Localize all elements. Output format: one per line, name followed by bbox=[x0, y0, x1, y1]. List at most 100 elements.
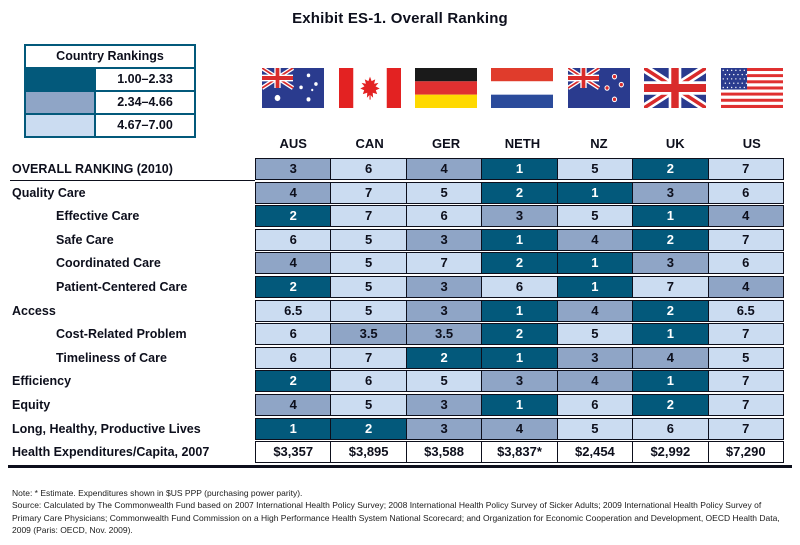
rank-cell: 3 bbox=[405, 393, 483, 416]
table-row: Cost-Related Problem 6 3.5 3.5 2 5 1 7 bbox=[8, 323, 792, 346]
footnotes: Note: * Estimate. Expenditures shown in … bbox=[12, 487, 790, 536]
row-label: Efficiency bbox=[12, 374, 72, 389]
rank-cell: 1 bbox=[632, 370, 709, 393]
table-row: Efficiency 2 6 5 3 4 1 7 bbox=[8, 370, 792, 393]
table-row: Timeliness of Care 6 7 2 1 3 4 5 bbox=[8, 346, 792, 369]
rank-cell: 3 bbox=[405, 417, 483, 440]
legend-band-row: 2.34–4.66 bbox=[26, 92, 194, 115]
row-label: Access bbox=[12, 303, 56, 318]
rank-cell: 4 bbox=[255, 181, 332, 204]
legend-title: Country Rankings bbox=[26, 46, 194, 69]
table-row: Access 6.5 5 3 1 4 2 6.5 bbox=[8, 299, 792, 322]
legend-band-label: 2.34–4.66 bbox=[117, 95, 173, 109]
footnote-source: Source: Calculated by The Commonwealth F… bbox=[12, 500, 780, 535]
rank-cell: 5 bbox=[556, 323, 634, 346]
table-row: Health Expenditures/Capita, 2007 $3,357 $3… bbox=[8, 441, 792, 464]
rank-cell: 7 bbox=[707, 323, 784, 346]
rank-cell: $2,454 bbox=[556, 441, 634, 464]
rank-cell: 1 bbox=[556, 181, 634, 204]
column-header-uk: UK bbox=[665, 136, 685, 151]
row-label: Coordinated Care bbox=[56, 256, 161, 271]
new-zealand-flag bbox=[561, 68, 637, 108]
rank-cell: 2 bbox=[255, 205, 332, 228]
table-row: Quality Care 4 7 5 2 1 3 6 bbox=[8, 181, 792, 204]
table-row: Equity 4 5 3 1 6 2 7 bbox=[8, 393, 792, 416]
rank-cell: $3,837* bbox=[481, 441, 558, 464]
rank-cell: $3,895 bbox=[330, 441, 407, 464]
rank-cell: 5 bbox=[330, 275, 407, 298]
table-row: Coordinated Care 4 5 7 2 1 3 6 bbox=[8, 252, 792, 275]
row-label: Timeliness of Care bbox=[56, 350, 167, 365]
rank-cell: 6 bbox=[707, 252, 784, 275]
legend-band-row: 1.00–2.33 bbox=[26, 69, 194, 92]
rank-cell: 6 bbox=[255, 323, 332, 346]
country-rankings-legend: Country Rankings 1.00–2.33 2.34–4.66 4.6… bbox=[24, 44, 196, 138]
rank-cell: 7 bbox=[330, 346, 407, 369]
rank-cell: 3 bbox=[255, 158, 332, 180]
rank-cell: 3 bbox=[405, 228, 483, 251]
column-header-nz: NZ bbox=[590, 136, 608, 151]
row-label: Patient-Centered Care bbox=[56, 279, 188, 294]
footnote-note: Note: * Estimate. Expenditures shown in … bbox=[12, 488, 303, 498]
rank-cell: 2 bbox=[481, 181, 558, 204]
rank-cell: 4 bbox=[556, 299, 634, 322]
rank-cell: 5 bbox=[405, 181, 483, 204]
column-header-aus: AUS bbox=[279, 136, 307, 151]
rank-cell: 5 bbox=[330, 299, 407, 322]
rank-cell: 2 bbox=[481, 252, 558, 275]
rank-cell: 5 bbox=[330, 252, 407, 275]
row-label: OVERALL RANKING (2010) bbox=[8, 158, 255, 181]
canada-flag bbox=[331, 68, 407, 108]
rank-cell: 4 bbox=[707, 275, 784, 298]
rank-cell: 7 bbox=[330, 181, 407, 204]
rank-cell: $3,588 bbox=[405, 441, 483, 464]
row-label: Effective Care bbox=[56, 209, 140, 224]
legend-swatch-light bbox=[26, 115, 96, 136]
rank-cell: 6 bbox=[481, 275, 558, 298]
row-label: Quality Care bbox=[12, 185, 86, 200]
rank-cell: 5 bbox=[556, 417, 634, 440]
legend-band-row: 4.67–7.00 bbox=[26, 115, 194, 136]
rank-cell: 4 bbox=[556, 228, 634, 251]
rank-cell: 1 bbox=[481, 393, 558, 416]
rank-cell: 2 bbox=[255, 370, 332, 393]
rank-cell: 6.5 bbox=[255, 299, 332, 322]
rank-cell: 4 bbox=[632, 346, 709, 369]
uk-flag bbox=[637, 68, 713, 108]
rank-cell: 7 bbox=[632, 275, 709, 298]
rank-cell: 6 bbox=[707, 181, 784, 204]
column-header-can: CAN bbox=[355, 136, 384, 151]
rank-cell: 6 bbox=[632, 417, 709, 440]
rank-cell: 7 bbox=[330, 205, 407, 228]
rank-cell: 7 bbox=[405, 252, 483, 275]
rank-cell: 3 bbox=[481, 370, 558, 393]
row-label: Cost-Related Problem bbox=[56, 327, 187, 342]
australia-flag bbox=[255, 68, 331, 108]
table-row: Safe Care 6 5 3 1 4 2 7 bbox=[8, 228, 792, 251]
rank-cell: 7 bbox=[707, 370, 784, 393]
flags-row bbox=[255, 68, 790, 108]
ranking-table: OVERALL RANKING (2010) 3 6 4 1 5 2 7 Quality Car… bbox=[8, 158, 792, 465]
rank-cell: 3.5 bbox=[405, 323, 483, 346]
rank-cell: 4 bbox=[556, 370, 634, 393]
rank-cell: 6 bbox=[330, 158, 407, 180]
rank-cell: 1 bbox=[556, 275, 634, 298]
rank-cell: $2,992 bbox=[632, 441, 709, 464]
rank-cell: 4 bbox=[255, 393, 332, 416]
rank-cell: $7,290 bbox=[707, 441, 784, 464]
rank-cell: 2 bbox=[632, 158, 709, 180]
rank-cell: 3 bbox=[556, 346, 634, 369]
row-label: Equity bbox=[12, 397, 51, 412]
rank-cell: 3.5 bbox=[330, 323, 407, 346]
rank-cell: 3 bbox=[632, 252, 709, 275]
rank-cell: 5 bbox=[556, 205, 634, 228]
rank-cell: 6 bbox=[255, 346, 332, 369]
column-header-us: US bbox=[742, 136, 761, 151]
rank-cell: 2 bbox=[255, 275, 332, 298]
rank-cell: 4 bbox=[255, 252, 332, 275]
rank-cell: 3 bbox=[405, 299, 483, 322]
rank-cell: 2 bbox=[632, 228, 709, 251]
row-label: Safe Care bbox=[56, 232, 114, 247]
rank-cell: 1 bbox=[481, 346, 558, 369]
rank-cell: 4 bbox=[481, 417, 558, 440]
